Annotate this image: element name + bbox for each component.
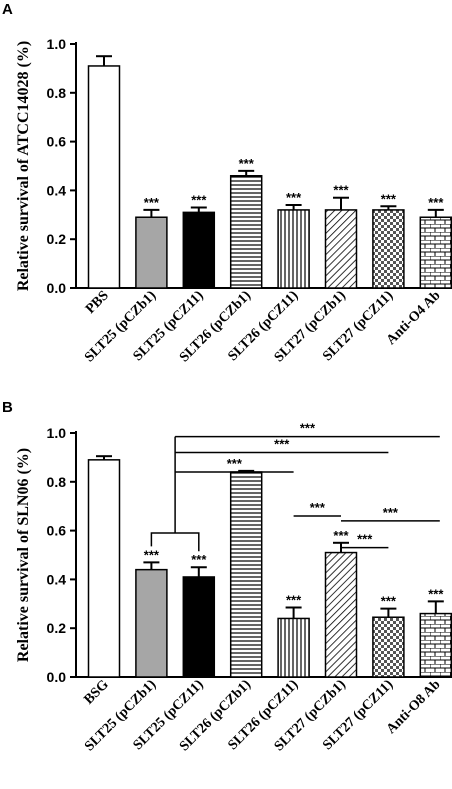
significance-label: *** <box>286 592 302 607</box>
significance-label: *** <box>333 183 349 198</box>
y-tick-label: 1.0 <box>47 36 67 52</box>
comparison-label: *** <box>310 500 326 515</box>
comparison-label: *** <box>274 437 290 452</box>
y-tick-label: 0.4 <box>47 571 67 587</box>
significance-label: *** <box>381 594 397 609</box>
y-axis-label: Relative survival of SLN06 (%) <box>15 448 32 662</box>
bar <box>372 616 405 678</box>
bar <box>229 471 263 678</box>
y-tick-label: 0.6 <box>47 134 67 150</box>
bar <box>419 216 452 289</box>
bar <box>372 209 405 289</box>
y-tick-label: 0.0 <box>47 280 67 296</box>
bar <box>324 209 358 289</box>
bar <box>277 209 310 289</box>
significance-label: *** <box>144 195 160 210</box>
comparison-label: *** <box>357 532 373 547</box>
y-tick-label: 1.0 <box>47 425 67 441</box>
x-tick-label: PBS <box>83 288 112 317</box>
bar <box>87 459 121 678</box>
bar <box>182 576 216 678</box>
significance-label: *** <box>381 191 397 206</box>
significance-label: *** <box>428 195 444 210</box>
significance-label: *** <box>144 547 160 562</box>
significance-label: *** <box>191 192 207 207</box>
y-tick-label: 0.8 <box>47 85 67 101</box>
bar <box>229 175 263 289</box>
bar <box>135 568 168 678</box>
bar <box>277 617 310 678</box>
bar <box>87 65 121 289</box>
bar <box>419 612 452 678</box>
bar <box>324 551 358 678</box>
significance-label: *** <box>239 156 255 171</box>
y-tick-label: 0.6 <box>47 523 67 539</box>
panel-label-a: A <box>2 1 13 18</box>
panel-label-b: B <box>2 399 13 416</box>
comparison-label: *** <box>300 421 316 436</box>
panel-a-chart: Relative survival of ATCC14028 (%) 0.0 0.2… <box>15 36 452 365</box>
y-tick-label: 0.4 <box>47 182 67 198</box>
significance-label: *** <box>333 528 349 543</box>
y-axis-label: Relative survival of ATCC14028 (%) <box>15 41 32 291</box>
y-tick-label: 0.2 <box>47 231 67 247</box>
significance-label: *** <box>428 586 444 601</box>
y-tick-label: 0.0 <box>47 669 67 685</box>
panel-b-chart: Relative survival of SLN06 (%) 0.0 0.2 0.4 0… <box>15 421 452 754</box>
comparison-label: *** <box>383 505 399 520</box>
y-tick-label: 0.2 <box>47 620 67 636</box>
significance-label: *** <box>191 552 207 567</box>
bar <box>182 211 216 289</box>
bar <box>135 216 168 289</box>
y-tick-label: 0.8 <box>47 474 67 490</box>
significance-label: *** <box>286 190 302 205</box>
x-tick-label: BSG <box>81 677 111 707</box>
comparison-label: *** <box>227 456 243 471</box>
